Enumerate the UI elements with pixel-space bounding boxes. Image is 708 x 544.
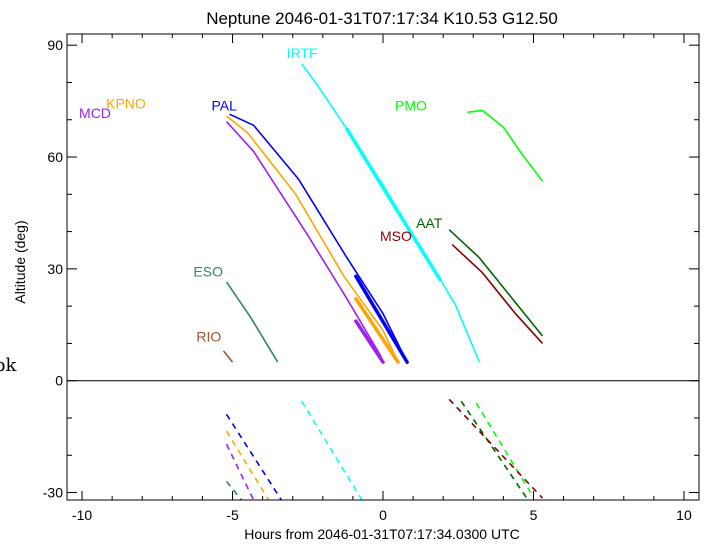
series-below-pmo [475,402,532,493]
y-axis-label: Altitude (deg) [12,220,28,303]
series-label-mso: MSO [380,228,412,244]
series-label-rio: RIO [196,329,221,345]
series-label-kpno: KPNO [106,96,146,112]
x-tick-label: 5 [530,507,538,523]
plot-frame [66,33,700,501]
axes: -10 -5 0 5 10 -30 0 30 60 90 [43,33,700,523]
clipped-edge-text: pk [0,355,18,376]
series-line-eso [225,281,279,363]
series-label-eso: ESO [193,263,223,279]
x-tick-label: 0 [379,507,387,523]
x-tick-label: -5 [226,507,239,523]
series-label-pmo: PMO [395,97,427,113]
series-thick-kpno [354,296,400,364]
y-tick-label: 0 [55,373,63,389]
series-line-kpno [226,115,399,363]
series-line-rio [222,350,234,363]
series-thick-irtf [345,127,442,282]
series-below-pal [225,413,283,500]
series-line-aat [448,229,544,337]
series-below-kpno [225,430,270,500]
series-thick-mcd [354,319,385,364]
series-below-mso [448,398,544,499]
series-line-irtf [301,63,481,363]
y-tick-label: 90 [47,37,63,53]
y-tick-label: 30 [47,261,63,277]
y-tick-label: -30 [43,485,63,501]
series-line-pal [229,113,408,363]
series-label-irtf: IRTF [287,45,318,61]
series-line-mso [451,244,544,344]
chart-title: Neptune 2046-01-31T07:17:34 K10.53 G12.5… [206,9,558,28]
series-line-pmo [467,109,544,182]
x-axis-label: Hours from 2046-01-31T07:17:34.0300 UTC [244,526,519,542]
x-tick-label: -10 [72,507,92,523]
x-tick-label: 10 [676,507,692,523]
series-below-aat [460,400,529,500]
y-tick-label: 60 [47,149,63,165]
series-below-irtf [301,400,363,500]
series-label-aat: AAT [416,215,443,231]
series-label-pal: PAL [211,97,237,113]
series-label-mcd: MCD [79,105,111,121]
series-thick-pal [354,274,409,364]
